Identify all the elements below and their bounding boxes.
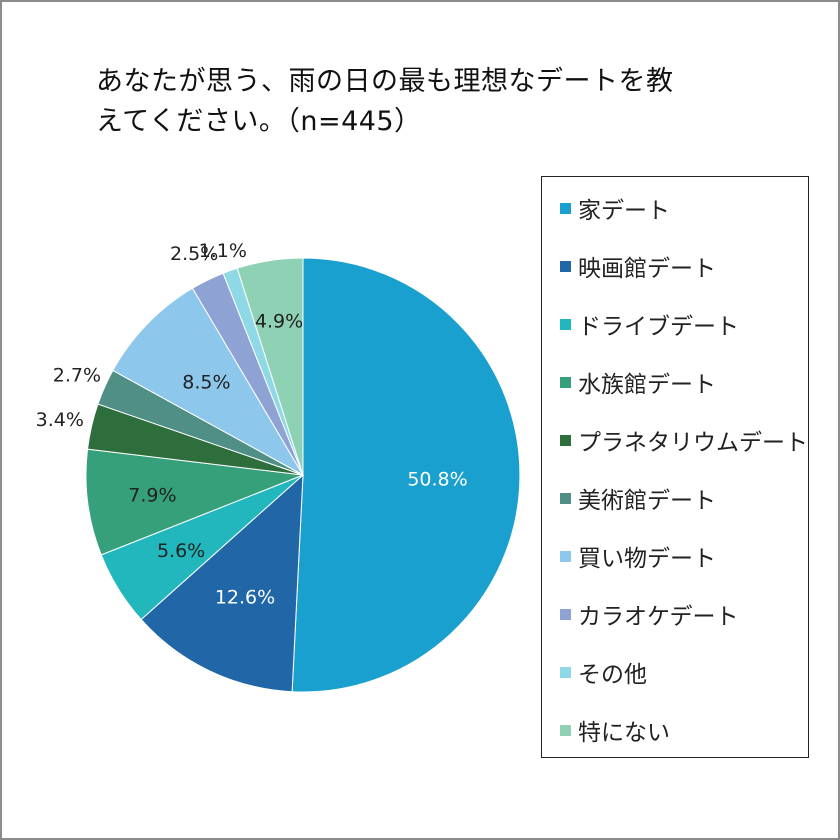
pie-slice-label-7: 2.5% [170, 243, 218, 265]
legend-item-1: 映画館デート [560, 251, 716, 282]
legend-label-2: ドライブデート [578, 314, 739, 340]
pie-slice-label-9: 4.9% [255, 311, 303, 333]
legend-item-5: 美術館デート [560, 483, 716, 514]
legend-swatch-9 [560, 724, 571, 736]
pie-slice-label-0: 50.8% [407, 468, 467, 490]
legend-swatch-4 [560, 434, 571, 446]
legend-label-3: 水族館デート [578, 372, 716, 398]
legend-item-2: ドライブデート [560, 309, 739, 340]
legend-label-1: 映画館デート [578, 256, 716, 282]
legend-swatch-0 [560, 202, 571, 214]
legend-item-8: その他 [560, 657, 647, 688]
pie-slice-label-1: 12.6% [215, 586, 275, 608]
pie-slice-3 [85, 448, 304, 556]
pie-slice-label-8: 1.1% [199, 240, 247, 262]
chart-title: あなたが思う、雨の日の最も理想なデートを教 えてください。（n=445） [96, 62, 756, 142]
legend-swatch-3 [560, 376, 571, 388]
pie-slice-label-6: 8.5% [182, 371, 230, 393]
legend-swatch-5 [560, 492, 571, 504]
legend-label-0: 家デート [578, 198, 670, 224]
legend-item-7: カラオケデート [560, 599, 739, 630]
pie-slice-label-5: 2.7% [53, 365, 101, 387]
chart-legend: 家デート映画館デート ドライブデート 水族館デートプラネタリウムデート 美術館デート買… [541, 176, 809, 758]
legend-swatch-7 [560, 608, 571, 620]
legend-swatch-1 [560, 260, 571, 272]
chart-title-line-2: えてください。（n=445） [96, 106, 422, 137]
legend-label-5: 美術館デート [578, 488, 716, 514]
legend-swatch-8 [560, 666, 571, 678]
pie-slice-label-2: 5.6% [157, 540, 205, 562]
legend-item-3: 水族館デート [560, 367, 716, 398]
legend-label-7: カラオケデート [578, 604, 739, 630]
legend-item-0: 家デート [560, 193, 670, 224]
pie-slice-9 [236, 257, 304, 476]
pie-slice-1 [140, 473, 304, 693]
legend-item-9: 特にない [560, 715, 670, 746]
legend-label-4: プラネタリウムデート [578, 430, 808, 456]
legend-swatch-2 [560, 318, 571, 330]
legend-item-6: 買い物デート [560, 541, 716, 572]
legend-label-6: 買い物デート [578, 546, 716, 572]
legend-label-8: その他 [578, 662, 647, 688]
pie-slice-label-4: 3.4% [36, 409, 84, 431]
legend-swatch-6 [560, 550, 571, 562]
pie-slice-6 [112, 287, 305, 477]
chart-title-line-1: あなたが思う、雨の日の最も理想なデートを教 [96, 66, 674, 97]
legend-label-9: 特にない [578, 720, 670, 746]
pie-slice-label-3: 7.9% [128, 485, 176, 507]
pie-slice-0 [291, 257, 521, 693]
legend-item-4: プラネタリウムデート [560, 425, 808, 456]
